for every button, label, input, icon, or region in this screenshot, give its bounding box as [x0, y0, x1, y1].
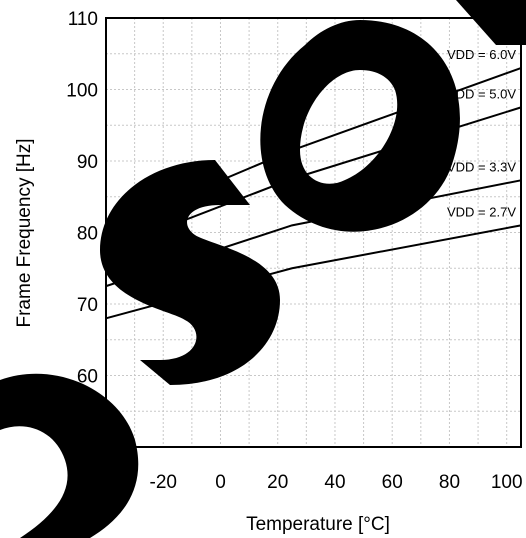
- x-axis-title: Temperature [°C]: [246, 514, 390, 535]
- series-line: [105, 224, 522, 320]
- y-tick-label: 50: [77, 438, 98, 459]
- watermark-o-shape: [260, 20, 460, 232]
- series-line: [105, 179, 522, 288]
- x-tick-label: 100: [491, 472, 523, 493]
- watermark-top-right-shape: [456, 0, 526, 45]
- series-lines: [105, 67, 522, 320]
- y-tick-label: 110: [68, 9, 98, 30]
- x-tick-label: 60: [382, 472, 403, 493]
- x-tick-label: 20: [267, 472, 288, 493]
- y-tick-label: 60: [77, 367, 98, 388]
- plot-frame: [105, 17, 522, 448]
- series-label: VDD = 3.3V: [447, 159, 516, 174]
- y-tick-label: 70: [77, 295, 98, 316]
- y-tick-label: 100: [66, 81, 98, 102]
- series-line: [105, 106, 522, 252]
- x-tick-label: -20: [150, 472, 177, 493]
- x-tick-label: 80: [439, 472, 460, 493]
- x-tick-label: -40: [92, 472, 119, 493]
- series-label: VDD = 5.0V: [447, 86, 516, 101]
- watermark-s-shape: [100, 160, 280, 385]
- series-label: VDD = 6.0V: [447, 47, 516, 62]
- y-tick-label: 80: [77, 224, 98, 245]
- watermark-c-shape: [0, 373, 139, 538]
- y-axis-title: Frame Frequency [Hz]: [14, 139, 35, 328]
- series-line: [105, 67, 522, 230]
- y-tick-label: 90: [77, 152, 98, 173]
- series-labels: VDD = 6.0V VDD = 5.0V VDD = 3.3V VDD = 2.7V: [447, 47, 516, 219]
- tick-labels: -40 -20 0 20 40 60 80 100 50 60 70 80 90 100 110: [66, 9, 522, 493]
- series-label: VDD = 2.7V: [447, 204, 516, 219]
- x-tick-label: 40: [324, 472, 345, 493]
- x-tick-label: 0: [215, 472, 226, 493]
